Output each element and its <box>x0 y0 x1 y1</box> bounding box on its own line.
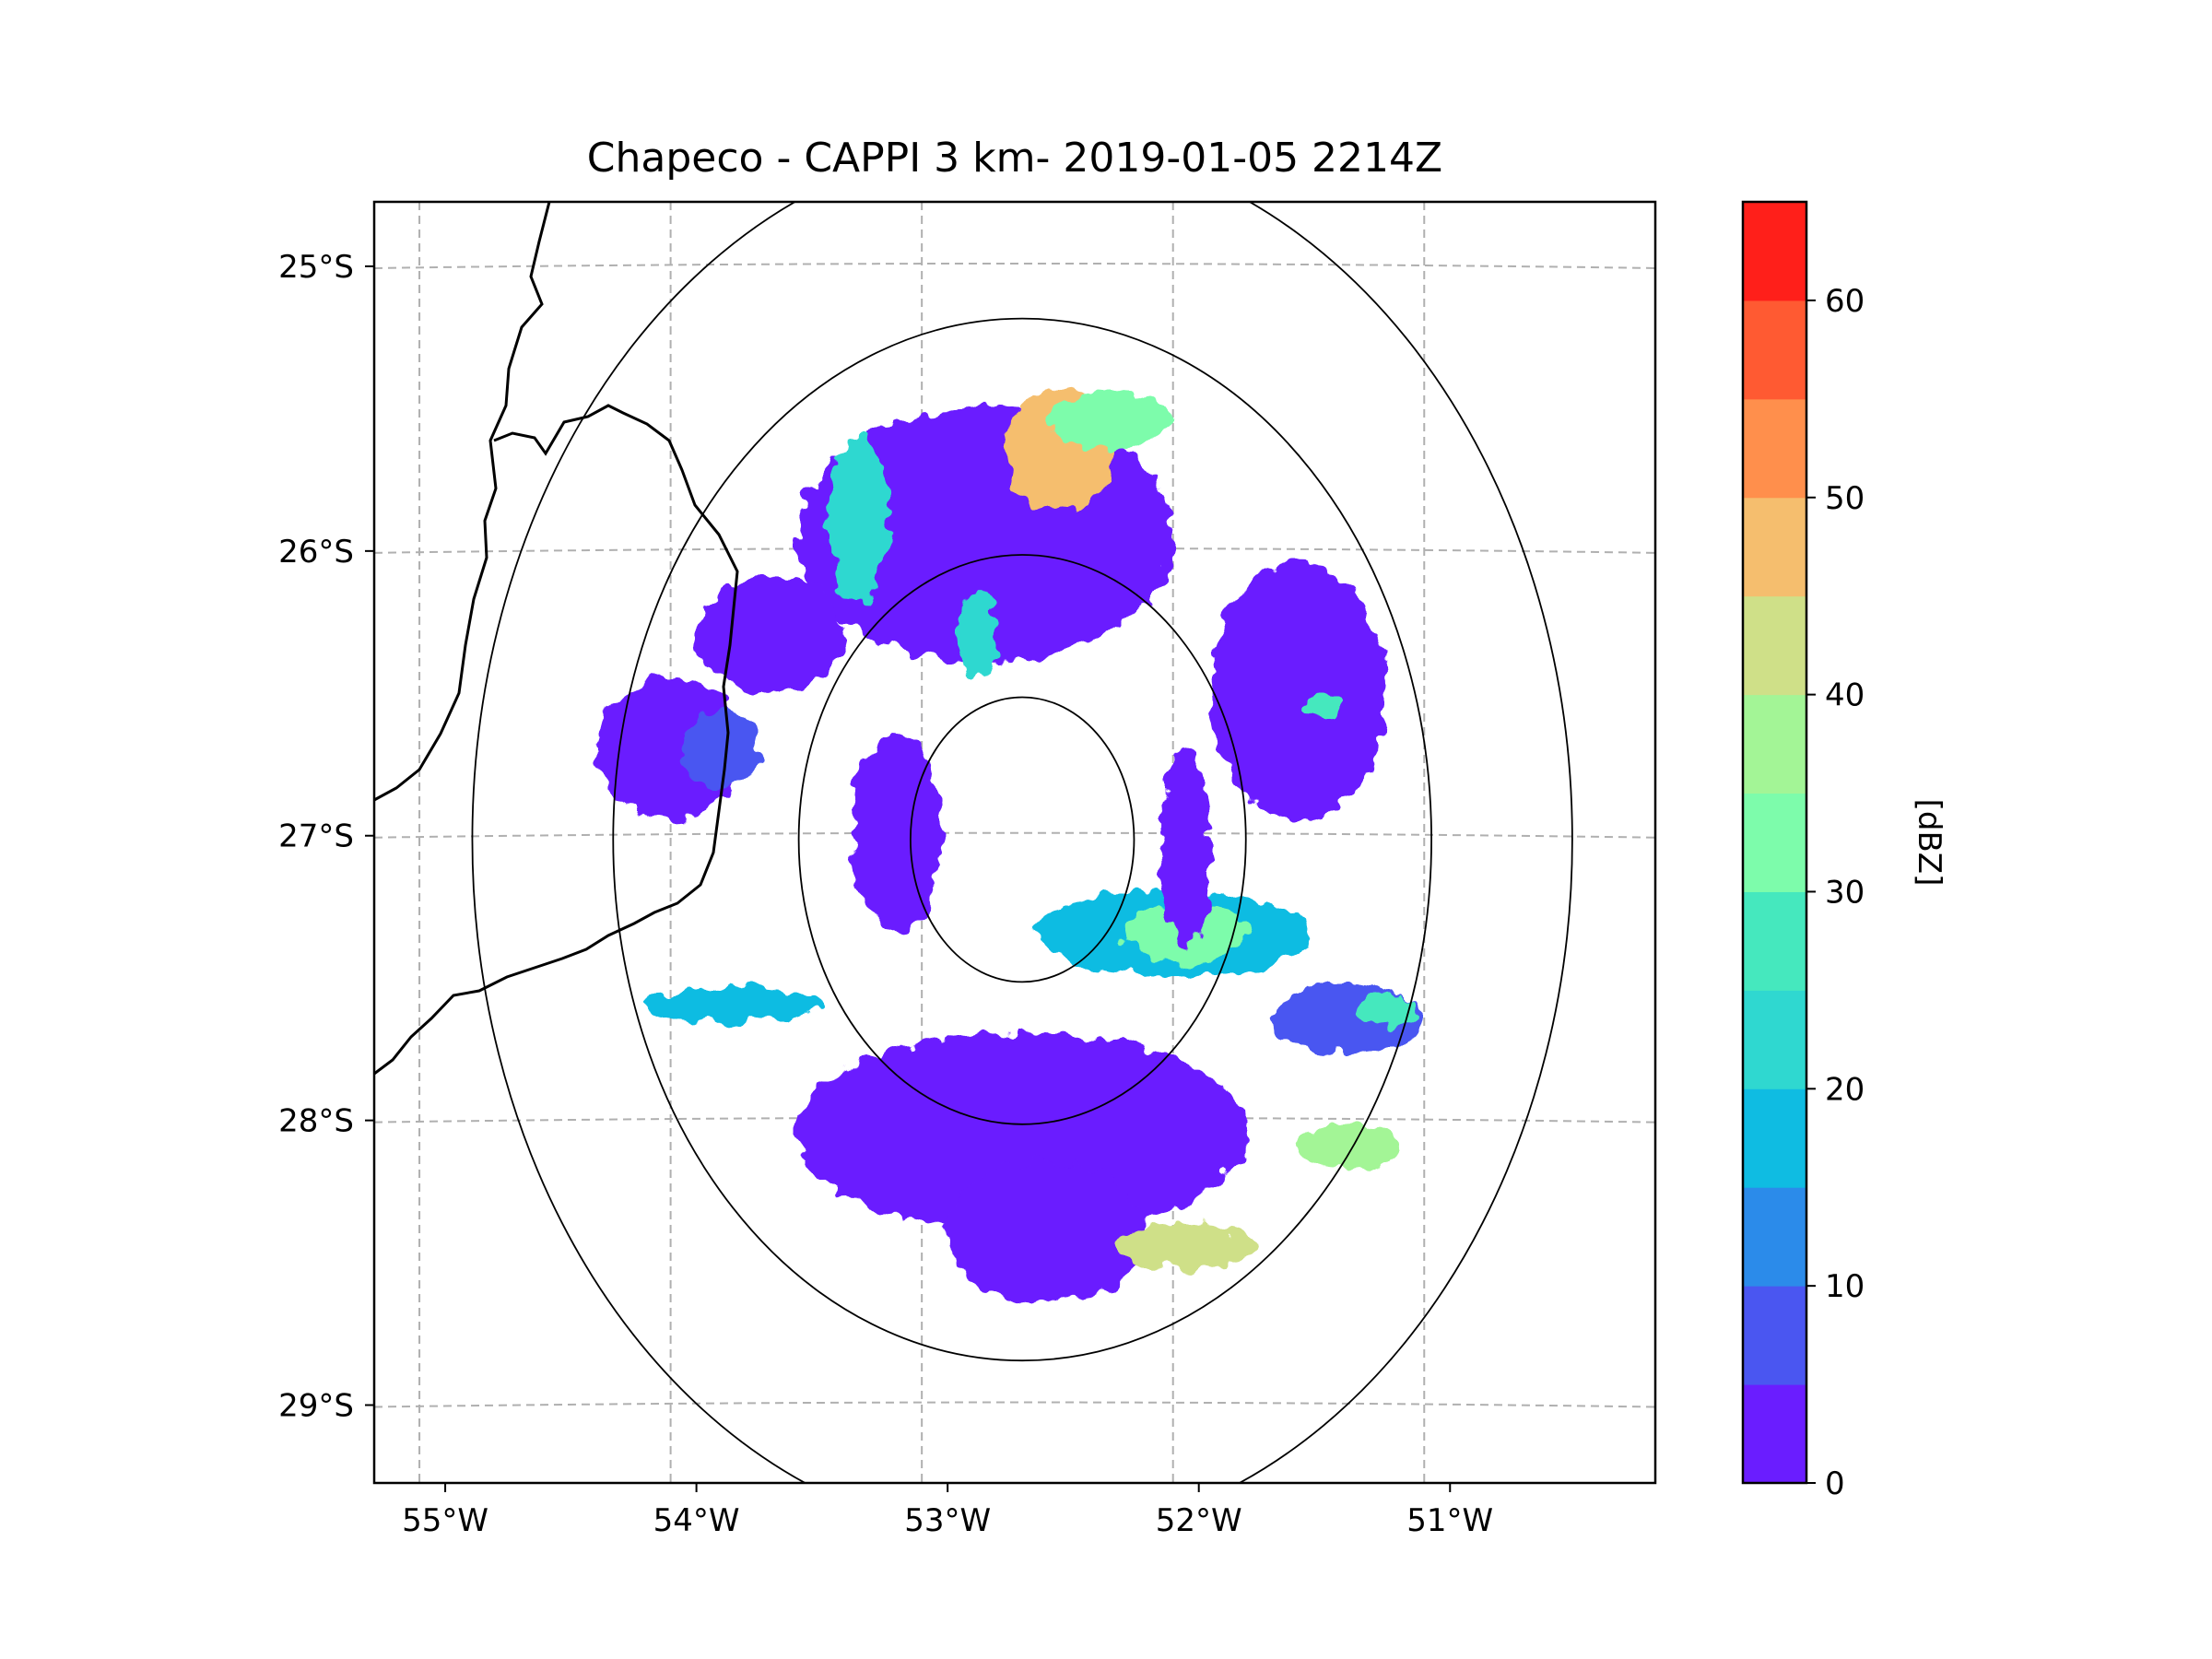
xtick-label-3: 52°W <box>1156 1502 1242 1539</box>
border-line-north <box>374 202 551 802</box>
colorbar-bin-4 <box>1743 990 1806 1089</box>
colorbar-bin-5 <box>1743 891 1806 991</box>
colorbar-bin-11 <box>1743 300 1806 400</box>
colorbar-bin-7 <box>1743 694 1806 794</box>
state-borders <box>374 202 739 1076</box>
colorbar-ticks: 0 10 20 30 40 50 60 <box>1806 283 1865 1502</box>
colorbar-label: [dBZ] <box>1911 799 1947 887</box>
map-area <box>374 202 1655 1483</box>
colorbar-bin-2 <box>1743 1187 1806 1287</box>
echo-south-core <box>1115 1223 1256 1270</box>
range-ring-3 <box>471 202 1573 1483</box>
echo-south-arc <box>795 1032 1249 1233</box>
colorbar-tick-label-3: 30 <box>1825 874 1865 911</box>
colorbar-bin-10 <box>1743 398 1806 499</box>
colorbar-frame <box>1741 200 1808 1485</box>
colorbar-bin-12 <box>1743 202 1806 301</box>
range-rings <box>471 202 1573 1483</box>
colorbar-bin-3 <box>1743 1088 1806 1188</box>
colorbar: 0 10 20 30 40 50 60 [dBZ] <box>1741 200 1947 1502</box>
range-ring-2 <box>612 317 1432 1362</box>
colorbar-bins <box>1743 202 1806 1484</box>
xtick-label-1: 54°W <box>653 1502 740 1539</box>
colorbar-bin-9 <box>1743 497 1806 597</box>
echo-northwest-wedge <box>695 577 847 692</box>
colorbar-tick-label-1: 10 <box>1825 1268 1865 1305</box>
ytick-label-3: 28°S <box>278 1103 354 1140</box>
colorbar-tick-label-6: 60 <box>1825 283 1865 320</box>
echo-west-streak <box>645 987 822 1022</box>
radar-echoes <box>594 386 1425 1304</box>
echo-east-inner <box>1160 748 1211 948</box>
ytick-label-0: 25°S <box>278 249 354 286</box>
colorbar-bin-8 <box>1743 595 1806 696</box>
ytick-label-1: 26°S <box>278 534 354 571</box>
echo-northeast-core <box>1306 691 1342 721</box>
gridline-lat-4 <box>374 1401 1655 1408</box>
colorbar-tick-label-0: 0 <box>1825 1465 1845 1502</box>
y-axis-ticks: 25°S 26°S 27°S 28°S 29°S <box>278 249 374 1425</box>
chart-title: Chapeco - CAPPI 3 km- 2019-01-05 2214Z <box>587 135 1442 182</box>
echo-north-west-streak <box>829 435 889 606</box>
echo-north-spur <box>957 592 997 677</box>
colorbar-bin-1 <box>1743 1286 1806 1385</box>
echo-southeast-streak <box>1298 1124 1400 1171</box>
colorbar-tick-label-2: 20 <box>1825 1071 1865 1108</box>
xtick-label-4: 51°W <box>1406 1502 1493 1539</box>
echo-north-mid <box>1047 392 1173 450</box>
ytick-label-4: 29°S <box>278 1388 354 1425</box>
border-line-uruguay-river <box>374 404 739 1076</box>
range-ring-1 <box>797 554 1247 1125</box>
x-axis-ticks: 55°W 54°W 53°W 52°W 51°W <box>402 1483 1493 1539</box>
colorbar-bin-6 <box>1743 793 1806 892</box>
colorbar-bin-0 <box>1743 1384 1806 1484</box>
map-frame <box>372 200 1657 1485</box>
echo-south-lobe <box>947 1160 1148 1304</box>
echo-east-core <box>1356 993 1418 1028</box>
range-ring-0 <box>909 696 1135 983</box>
gridline-lat-2 <box>374 831 1655 839</box>
echo-west-core <box>683 708 759 789</box>
echo-northeast-scatter <box>1210 563 1387 820</box>
ytick-label-2: 27°S <box>278 818 354 855</box>
xtick-label-2: 53°W <box>904 1502 991 1539</box>
gridline-lat-0 <box>374 262 1655 269</box>
colorbar-tick-label-4: 40 <box>1825 677 1865 714</box>
xtick-label-0: 55°W <box>402 1502 488 1539</box>
colorbar-tick-label-5: 50 <box>1825 480 1865 517</box>
